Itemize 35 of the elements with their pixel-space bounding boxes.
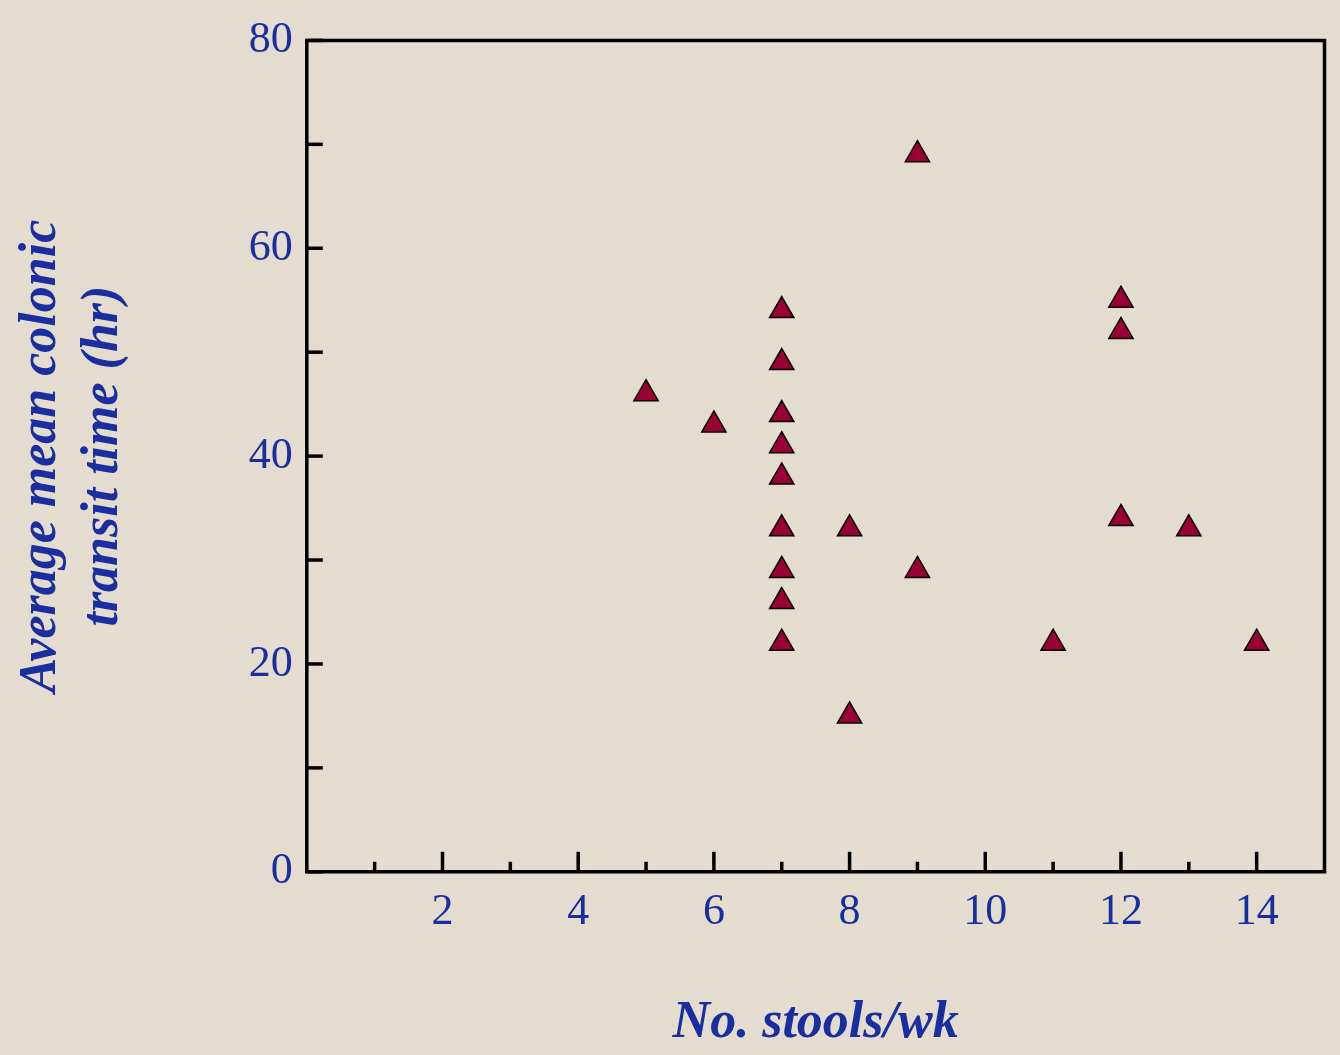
y-axis-title: Average mean colonic transit time (hr) — [8, 219, 130, 696]
point — [633, 379, 659, 402]
y-tick-label: 20 — [248, 636, 293, 686]
point — [768, 462, 795, 485]
x-tick-label: 10 — [963, 884, 1008, 934]
point — [768, 347, 795, 371]
point — [904, 139, 931, 163]
x-tick-label: 2 — [431, 884, 454, 934]
point — [836, 514, 863, 537]
point — [768, 586, 795, 610]
point — [768, 399, 795, 423]
point — [1108, 503, 1134, 527]
x-tick-label: 12 — [1098, 884, 1143, 934]
point — [1108, 285, 1134, 308]
y-tick-label: 60 — [248, 220, 293, 270]
x-tick-label: 14 — [1234, 884, 1279, 934]
x-axis-title: No. stools/wk — [671, 991, 959, 1049]
point — [768, 430, 795, 454]
y-tick-label: 0 — [270, 844, 293, 894]
y-tick-label: 40 — [248, 428, 293, 478]
point — [1175, 514, 1202, 537]
point — [1040, 628, 1066, 651]
point — [768, 514, 795, 537]
y-tick-label: 80 — [248, 12, 293, 62]
x-tick-label: 4 — [567, 884, 590, 934]
point — [836, 701, 863, 724]
point — [1243, 628, 1270, 651]
point — [768, 295, 795, 319]
point — [768, 555, 795, 579]
point — [768, 628, 795, 651]
x-tick-label: 6 — [702, 884, 725, 934]
x-tick-label: 8 — [838, 884, 861, 934]
point — [1108, 316, 1134, 340]
point — [701, 410, 727, 433]
point — [904, 555, 931, 579]
